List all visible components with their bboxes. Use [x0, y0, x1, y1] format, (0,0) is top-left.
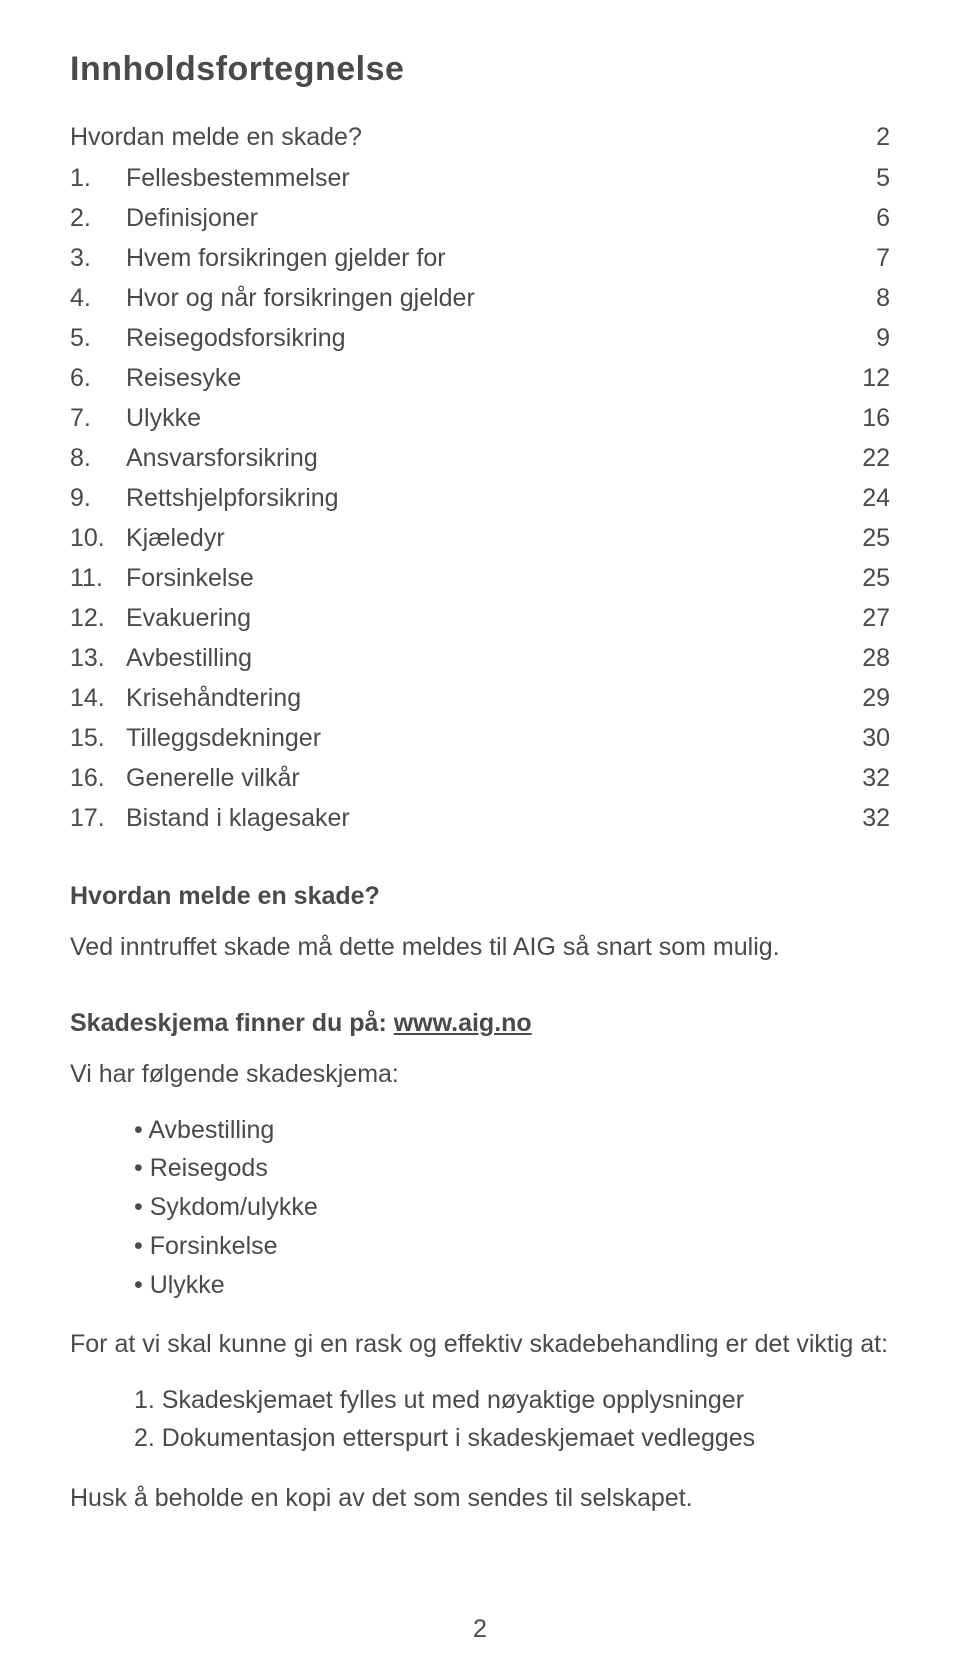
toc-label: Kjæledyr: [126, 518, 834, 558]
toc-row: 10.Kjæledyr25: [70, 518, 890, 558]
toc-number: 16.: [70, 758, 126, 798]
toc-intro-row: Hvordan melde en skade? 2: [70, 123, 890, 152]
list-item: Ulykke: [134, 1266, 890, 1305]
toc-number: 15.: [70, 718, 126, 758]
toc-row: 9.Rettshjelpforsikring24: [70, 478, 890, 518]
toc-row: 13.Avbestilling28: [70, 638, 890, 678]
toc-row: 5.Reisegodsforsikring9: [70, 318, 890, 358]
toc-label: Generelle vilkår: [126, 758, 834, 798]
toc-row: 8.Ansvarsforsikring22: [70, 438, 890, 478]
toc-page: 28: [834, 638, 890, 678]
toc-page: 5: [834, 158, 890, 198]
toc-number: 10.: [70, 518, 126, 558]
toc-page: 27: [834, 598, 890, 638]
toc-number: 17.: [70, 798, 126, 838]
toc-row: 17.Bistand i klagesaker32: [70, 798, 890, 838]
toc-page: 32: [834, 758, 890, 798]
toc-label: Bistand i klagesaker: [126, 798, 834, 838]
toc-page: 25: [834, 558, 890, 598]
toc-page: 25: [834, 518, 890, 558]
toc-label: Tilleggsdekninger: [126, 718, 834, 758]
toc-number: 4.: [70, 278, 126, 318]
toc-row: 11.Forsinkelse25: [70, 558, 890, 598]
section-heading: Hvordan melde en skade?: [70, 882, 890, 911]
toc-row: 12.Evakuering27: [70, 598, 890, 638]
toc-number: 3.: [70, 238, 126, 278]
section-heading: Skadeskjema finner du på: www.aig.no: [70, 1009, 890, 1038]
toc-page: 29: [834, 678, 890, 718]
toc-page: 8: [834, 278, 890, 318]
toc-list: 1.Fellesbestemmelser52.Definisjoner63.Hv…: [70, 158, 890, 838]
toc-number: 1.: [70, 158, 126, 198]
closing-text: Husk å beholde en kopi av det som sendes…: [70, 1480, 890, 1516]
list-item: Reisegods: [134, 1149, 890, 1188]
list-item: 2. Dokumentasjon etterspurt i skadeskjem…: [134, 1419, 890, 1458]
numbered-list: 1. Skadeskjemaet fylles ut med nøyaktige…: [134, 1381, 890, 1459]
document-page: Innholdsfortegnelse Hvordan melde en ska…: [0, 0, 960, 1680]
body-text: For at vi skal kunne gi en rask og effek…: [70, 1326, 890, 1362]
toc-number: 12.: [70, 598, 126, 638]
list-item: 1. Skadeskjemaet fylles ut med nøyaktige…: [134, 1381, 890, 1420]
skadeskjema-link[interactable]: www.aig.no: [394, 1009, 532, 1037]
bullet-list: AvbestillingReisegodsSykdom/ulykkeForsin…: [134, 1111, 890, 1305]
skadeskjema-prefix: Skadeskjema finner du på:: [70, 1009, 394, 1037]
toc-row: 2.Definisjoner6: [70, 198, 890, 238]
toc-page: 16: [834, 398, 890, 438]
toc-row: 15.Tilleggsdekninger30: [70, 718, 890, 758]
toc-label: Ansvarsforsikring: [126, 438, 834, 478]
page-title: Innholdsfortegnelse: [70, 50, 890, 89]
toc-number: 11.: [70, 558, 126, 598]
toc-row: 4.Hvor og når forsikringen gjelder8: [70, 278, 890, 318]
list-item: Sykdom/ulykke: [134, 1188, 890, 1227]
toc-number: 5.: [70, 318, 126, 358]
toc-label: Krisehåndtering: [126, 678, 834, 718]
toc-page: 30: [834, 718, 890, 758]
toc-label: Definisjoner: [126, 198, 834, 238]
toc-label: Forsinkelse: [126, 558, 834, 598]
toc-page: 6: [834, 198, 890, 238]
toc-page: 9: [834, 318, 890, 358]
page-number: 2: [0, 1615, 960, 1644]
toc-intro-label: Hvordan melde en skade?: [70, 123, 362, 152]
toc-label: Fellesbestemmelser: [126, 158, 834, 198]
toc-page: 22: [834, 438, 890, 478]
toc-page: 32: [834, 798, 890, 838]
list-item: Avbestilling: [134, 1111, 890, 1150]
toc-row: 6.Reisesyke12: [70, 358, 890, 398]
toc-number: 8.: [70, 438, 126, 478]
toc-page: 12: [834, 358, 890, 398]
toc-page: 7: [834, 238, 890, 278]
toc-row: 3.Hvem forsikringen gjelder for7: [70, 238, 890, 278]
body-text: Vi har følgende skadeskjema:: [70, 1056, 890, 1092]
toc-number: 9.: [70, 478, 126, 518]
list-item: Forsinkelse: [134, 1227, 890, 1266]
body-text: Ved inntruffet skade må dette meldes til…: [70, 929, 890, 965]
toc-row: 14.Krisehåndtering29: [70, 678, 890, 718]
toc-label: Reisegodsforsikring: [126, 318, 834, 358]
toc-row: 16.Generelle vilkår32: [70, 758, 890, 798]
toc-label: Evakuering: [126, 598, 834, 638]
toc-label: Hvem forsikringen gjelder for: [126, 238, 834, 278]
toc-number: 13.: [70, 638, 126, 678]
toc-label: Avbestilling: [126, 638, 834, 678]
toc-intro-page: 2: [876, 123, 890, 152]
toc-label: Ulykke: [126, 398, 834, 438]
toc-label: Hvor og når forsikringen gjelder: [126, 278, 834, 318]
toc-number: 14.: [70, 678, 126, 718]
toc-row: 7.Ulykke16: [70, 398, 890, 438]
toc-page: 24: [834, 478, 890, 518]
toc-label: Reisesyke: [126, 358, 834, 398]
toc-number: 7.: [70, 398, 126, 438]
toc-number: 2.: [70, 198, 126, 238]
toc-row: 1.Fellesbestemmelser5: [70, 158, 890, 198]
toc-label: Rettshjelpforsikring: [126, 478, 834, 518]
toc-number: 6.: [70, 358, 126, 398]
